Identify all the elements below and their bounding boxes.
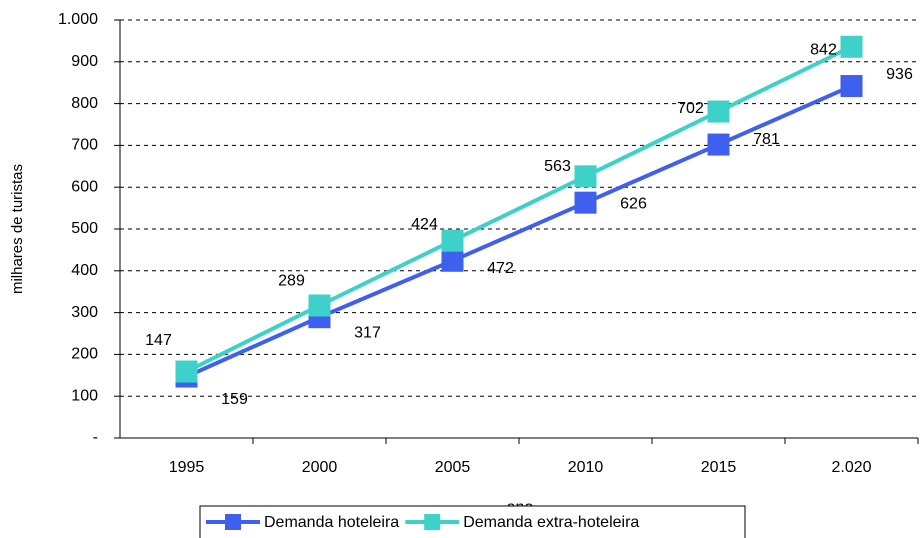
y-tick-label: 800 xyxy=(71,95,98,112)
data-label: 781 xyxy=(753,131,780,148)
x-tick-label: 2.020 xyxy=(831,459,871,476)
data-point xyxy=(574,165,597,188)
y-tick-label: 400 xyxy=(71,262,98,279)
data-label: 317 xyxy=(354,325,381,342)
x-tick-label: 1995 xyxy=(169,459,205,476)
data-point xyxy=(308,294,331,317)
data-label: 563 xyxy=(544,158,571,175)
data-point xyxy=(574,191,597,214)
series-line xyxy=(185,84,853,379)
legend-marker xyxy=(424,514,441,530)
legend-label: Demanda hoteleira xyxy=(264,514,399,531)
data-point xyxy=(707,133,730,156)
x-tick-label: 2010 xyxy=(568,459,604,476)
data-point xyxy=(441,249,464,272)
data-label: 936 xyxy=(886,66,913,83)
y-tick-label: 1.000 xyxy=(58,11,98,28)
x-tick-label: 2000 xyxy=(302,459,338,476)
x-tick-label: 2005 xyxy=(435,459,471,476)
data-label: 424 xyxy=(411,216,438,233)
data-point xyxy=(840,75,863,98)
x-tick-label: 2015 xyxy=(701,459,737,476)
y-tick-label: 300 xyxy=(71,304,98,321)
legend-marker xyxy=(225,514,241,530)
data-label: 842 xyxy=(810,41,837,58)
y-tick-label: 200 xyxy=(71,346,98,363)
data-point xyxy=(441,229,464,252)
data-label: 159 xyxy=(221,391,248,408)
y-tick-label: 700 xyxy=(71,137,98,154)
y-axis-label: milhares de turistas xyxy=(9,164,26,294)
data-point xyxy=(840,35,863,58)
data-label: 626 xyxy=(620,196,647,213)
data-point xyxy=(707,100,730,123)
legend-box xyxy=(199,505,746,538)
legend-label: Demanda extra-hoteleira xyxy=(463,514,639,531)
data-label: 147 xyxy=(145,332,172,349)
legend: Demanda hoteleira Demanda extra-hoteleira xyxy=(199,505,746,538)
series-line xyxy=(185,44,853,374)
y-tick-label: 600 xyxy=(71,178,98,195)
y-tick-label: - xyxy=(93,429,98,446)
data-label: 472 xyxy=(487,260,514,277)
data-label: 702 xyxy=(677,100,704,117)
data-label: 289 xyxy=(278,272,305,289)
data-point xyxy=(175,360,198,383)
y-tick-label: 900 xyxy=(71,53,98,70)
y-tick-label: 100 xyxy=(71,387,98,404)
y-tick-label: 500 xyxy=(71,220,98,237)
